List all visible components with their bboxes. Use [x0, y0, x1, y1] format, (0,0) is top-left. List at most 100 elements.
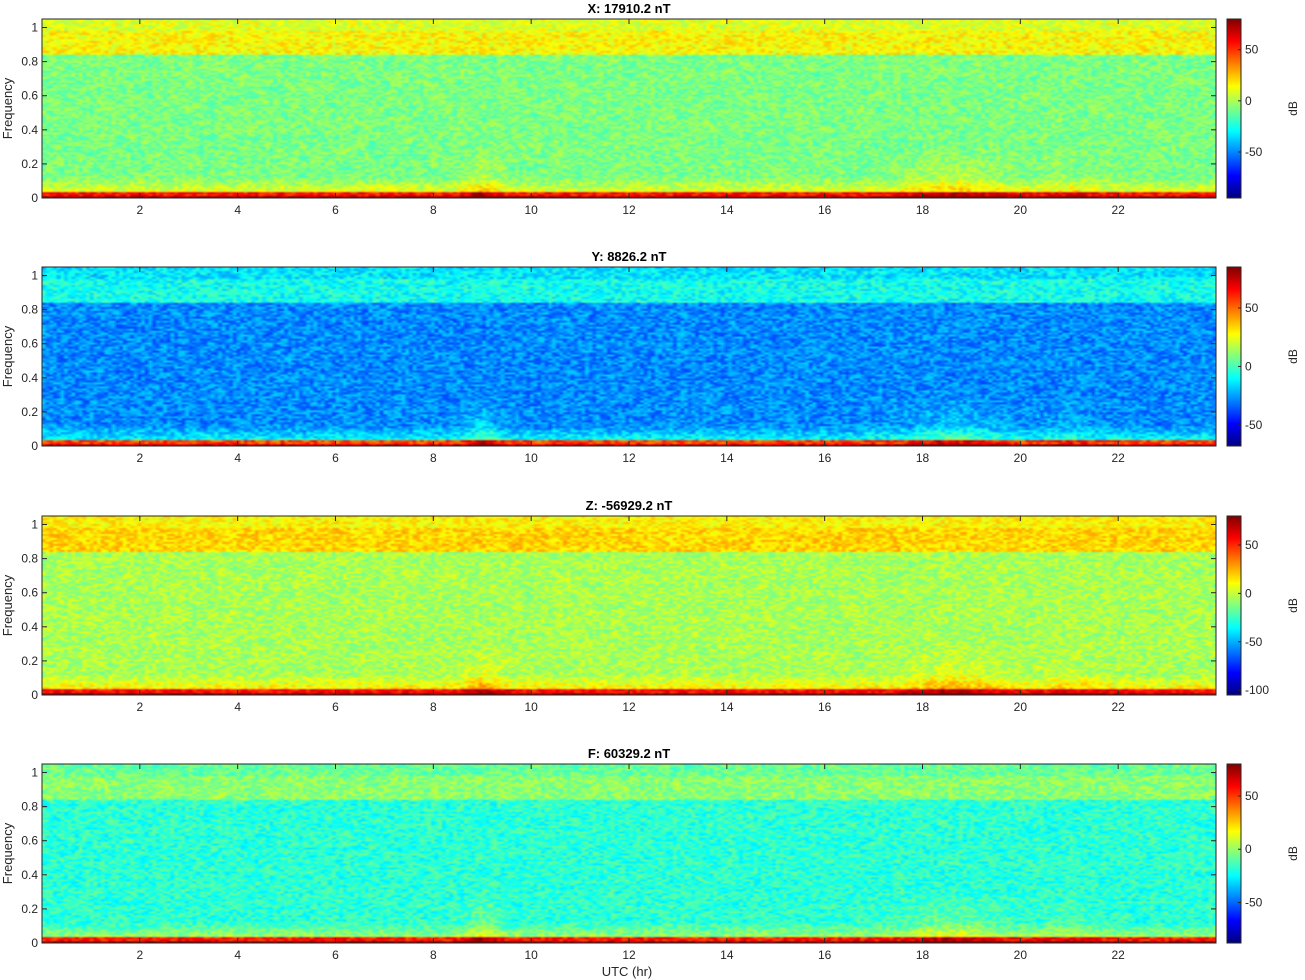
- x-tick-label: 4: [234, 451, 241, 465]
- y-tick-label: 0.4: [21, 620, 38, 634]
- colorbar-label: dB: [1286, 598, 1300, 613]
- x-tick-label: 4: [234, 203, 241, 217]
- y-axis-label: Frequency: [0, 822, 15, 884]
- x-tick-label: 16: [818, 948, 832, 962]
- colorbar-tick-label: -50: [1245, 896, 1263, 910]
- x-tick-label: 14: [720, 203, 734, 217]
- x-tick-label: 22: [1111, 451, 1125, 465]
- x-tick-label: 22: [1111, 203, 1125, 217]
- y-tick-label: 0.2: [21, 902, 38, 916]
- y-axis-label: Frequency: [0, 574, 15, 636]
- x-tick-label: 16: [818, 451, 832, 465]
- x-tick-label: 14: [720, 451, 734, 465]
- colorbar-tick-label: 50: [1245, 43, 1259, 57]
- panel-title: X: 17910.2 nT: [587, 1, 670, 16]
- spectrogram-image: [42, 764, 1216, 943]
- colorbar-tick-label: 50: [1245, 538, 1259, 552]
- colorbar: [1226, 763, 1242, 944]
- x-tick-label: 6: [332, 203, 339, 217]
- colorbar-tick-label: 50: [1245, 301, 1259, 315]
- colorbar-label: dB: [1286, 846, 1300, 861]
- x-tick-label: 14: [720, 948, 734, 962]
- colorbar-label: dB: [1286, 349, 1300, 364]
- x-tick-label: 10: [524, 700, 538, 714]
- colorbar-tick-label: -50: [1245, 635, 1263, 649]
- y-tick-label: 0.8: [21, 800, 38, 814]
- y-tick-label: 0.2: [21, 405, 38, 419]
- colorbar-tick-label: 50: [1245, 789, 1259, 803]
- figure-x-axis-label: UTC (hr): [602, 964, 653, 979]
- x-tick-label: 6: [332, 948, 339, 962]
- x-tick-label: 2: [136, 700, 143, 714]
- spectrogram-image: [42, 19, 1216, 198]
- y-axis-label: Frequency: [0, 77, 15, 139]
- y-tick-label: 0.4: [21, 123, 38, 137]
- x-tick-label: 22: [1111, 948, 1125, 962]
- x-tick-label: 20: [1014, 948, 1028, 962]
- colorbar-tick-label: 0: [1245, 94, 1252, 108]
- x-tick-label: 6: [332, 451, 339, 465]
- y-tick-label: 0.2: [21, 157, 38, 171]
- y-tick-label: 0: [31, 439, 38, 453]
- panel-title: F: 60329.2 nT: [588, 746, 670, 761]
- x-tick-label: 8: [430, 700, 437, 714]
- y-tick-label: 0: [31, 688, 38, 702]
- x-tick-label: 4: [234, 700, 241, 714]
- colorbar: [1226, 266, 1242, 447]
- x-tick-label: 22: [1111, 700, 1125, 714]
- x-tick-label: 2: [136, 948, 143, 962]
- colorbar: [1226, 18, 1242, 199]
- y-tick-label: 1: [31, 269, 38, 283]
- x-tick-label: 14: [720, 700, 734, 714]
- y-tick-label: 0.6: [21, 89, 38, 103]
- y-tick-label: 0.4: [21, 371, 38, 385]
- x-tick-label: 12: [622, 451, 636, 465]
- y-tick-label: 0.6: [21, 586, 38, 600]
- x-tick-label: 4: [234, 948, 241, 962]
- y-tick-label: 0.8: [21, 303, 38, 317]
- colorbar: [1226, 515, 1242, 696]
- y-tick-label: 1: [31, 766, 38, 780]
- y-tick-label: 0.6: [21, 834, 38, 848]
- x-tick-label: 18: [916, 203, 930, 217]
- y-tick-label: 0.6: [21, 337, 38, 351]
- colorbar-label: dB: [1286, 101, 1300, 116]
- x-tick-label: 16: [818, 700, 832, 714]
- colorbar-tick-label: 0: [1245, 359, 1252, 373]
- colorbar-tick-label: -50: [1245, 145, 1263, 159]
- x-tick-label: 10: [524, 948, 538, 962]
- colorbar-tick-label: 0: [1245, 586, 1252, 600]
- y-tick-label: 0.8: [21, 55, 38, 69]
- x-tick-label: 12: [622, 948, 636, 962]
- colorbar-tick-label: -100: [1245, 683, 1269, 697]
- y-tick-label: 0.8: [21, 552, 38, 566]
- y-tick-label: 0.2: [21, 654, 38, 668]
- y-axis-label: Frequency: [0, 325, 15, 387]
- x-tick-label: 8: [430, 451, 437, 465]
- colorbar-tick-label: 0: [1245, 842, 1252, 856]
- x-tick-label: 12: [622, 203, 636, 217]
- panel-title: Y: 8826.2 nT: [592, 249, 667, 264]
- x-tick-label: 20: [1014, 203, 1028, 217]
- y-tick-label: 0.4: [21, 868, 38, 882]
- y-tick-label: 0: [31, 191, 38, 205]
- x-tick-label: 2: [136, 203, 143, 217]
- x-tick-label: 12: [622, 700, 636, 714]
- spectrogram-image: [42, 516, 1216, 695]
- x-tick-label: 16: [818, 203, 832, 217]
- x-tick-label: 8: [430, 948, 437, 962]
- x-tick-label: 18: [916, 948, 930, 962]
- x-tick-label: 6: [332, 700, 339, 714]
- panel-title: Z: -56929.2 nT: [586, 498, 673, 513]
- spectrogram-panel: Y: 8826.2 nT Frequency 0 0.2 0.4 0.6 0.8 12 4 6 8 1…: [0, 249, 1300, 465]
- x-tick-label: 10: [524, 203, 538, 217]
- y-tick-label: 1: [31, 518, 38, 532]
- x-tick-label: 8: [430, 203, 437, 217]
- spectrogram-image: [42, 267, 1216, 446]
- y-tick-label: 0: [31, 936, 38, 950]
- y-tick-label: 1: [31, 21, 38, 35]
